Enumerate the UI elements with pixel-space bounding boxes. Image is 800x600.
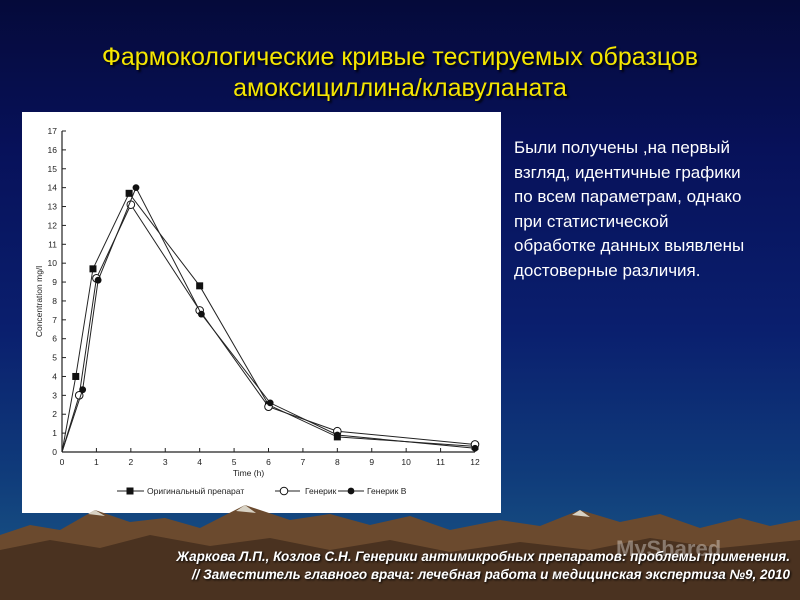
series-line-1: [61, 192, 476, 453]
side-text: Были получены ,на первый взгляд, идентич…: [514, 138, 745, 280]
series-3-point: [333, 431, 341, 439]
series-3-point: [94, 276, 102, 284]
y-tick-label: 15: [48, 164, 58, 174]
y-tick-label: 9: [52, 277, 57, 287]
legend-label-1: Оригинальный препарат: [147, 486, 244, 496]
series-1-point: [89, 265, 97, 273]
y-tick-label: 3: [52, 390, 57, 400]
x-tick-label: 12: [470, 457, 480, 467]
series-1-point: [125, 189, 133, 197]
y-tick-label: 11: [48, 239, 57, 249]
watermark: MyShared: [616, 536, 722, 561]
legend-marker-3: [347, 487, 355, 495]
y-tick-label: 14: [48, 183, 58, 193]
series-line-3: [61, 186, 476, 453]
y-tick-label: 0: [52, 447, 57, 457]
x-tick-label: 10: [401, 457, 411, 467]
series-3-point: [266, 399, 274, 407]
x-tick-label: 6: [266, 457, 271, 467]
y-tick-label: 5: [52, 353, 57, 363]
y-axis-label: Concentration mg/l: [34, 266, 44, 337]
y-tick-label: 17: [48, 126, 58, 136]
chart-panel: 0 1 2 3 4 5 6 7 8 9 10 11 12 13 14 15 16 17 0 1 2 3 4 5 6 7 8 9 10 11…: [22, 112, 501, 513]
x-tick-label: 0: [60, 457, 65, 467]
x-tick-label: 11: [436, 457, 445, 467]
footer-line-1: Жаркова Л.П., Козлов С.Н. Генерики антим…: [176, 549, 790, 564]
legend-label-3: Генерик В: [367, 486, 407, 496]
series-3-point: [197, 310, 205, 318]
y-tick-label: 6: [52, 334, 57, 344]
legend-marker-1: [126, 487, 134, 495]
y-tick-label: 10: [48, 258, 58, 268]
y-tick-label: 8: [52, 296, 57, 306]
x-tick-label: 3: [163, 457, 168, 467]
x-tick-label: 9: [369, 457, 374, 467]
y-tick-label: 12: [48, 220, 58, 230]
title-line-2: амоксициллина/клавуланата: [233, 74, 567, 102]
y-tick-label: 16: [48, 145, 58, 155]
slide-title: Фармокологические кривые тестируемых обр…: [40, 42, 760, 104]
x-tick-label: 7: [301, 457, 306, 467]
legend-label-2: Генерик: [305, 486, 337, 496]
x-tick-label: 4: [197, 457, 202, 467]
y-tick-label: 7: [52, 315, 57, 325]
title-line-1: Фармокологические кривые тестируемых обр…: [101, 43, 699, 71]
footer-line-2: // Заместитель главного врача: лечебная …: [191, 567, 790, 582]
mountains-background: [0, 505, 800, 600]
y-tick-label: 4: [52, 371, 57, 381]
y-tick-label: 2: [52, 409, 57, 419]
legend-marker-2: [279, 486, 289, 496]
series-1-point: [72, 372, 80, 380]
series-1-point: [196, 282, 204, 290]
series-3-point: [132, 184, 140, 192]
x-axis-label: Time (h): [233, 468, 264, 478]
x-tick-label: 5: [232, 457, 237, 467]
y-tick-label: 13: [48, 202, 58, 212]
x-tick-label: 1: [94, 457, 99, 467]
series-3-point: [471, 444, 479, 452]
series-line-2: [61, 203, 476, 453]
footer-citation: Жаркова Л.П., Козлов С.Н. Генерики антим…: [50, 548, 790, 584]
series-3-point: [79, 386, 87, 394]
x-tick-label: 2: [128, 457, 133, 467]
x-tick-label: 8: [335, 457, 340, 467]
y-tick-label: 1: [52, 428, 57, 438]
